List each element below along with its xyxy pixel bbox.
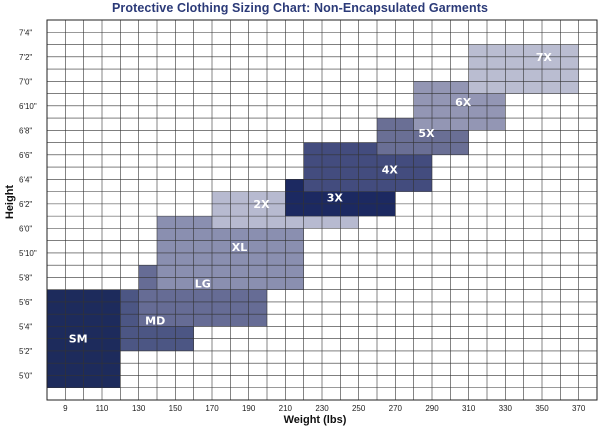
x-tick-label: 190: [242, 404, 256, 413]
y-tick-label: 5'10": [19, 249, 37, 258]
y-tick-label: 7'2": [19, 53, 32, 62]
y-tick-label: 6'8": [19, 126, 32, 135]
x-tick-label: 290: [425, 404, 439, 413]
y-tick-label: 5'6": [19, 298, 32, 307]
x-tick-label: 370: [572, 404, 586, 413]
size-label-4x: 4X: [382, 164, 399, 177]
size-label-7x: 7X: [536, 51, 553, 64]
y-tick-label: 6'0": [19, 224, 32, 233]
x-tick-label: 9: [63, 404, 68, 413]
size-label-md: MD: [145, 314, 165, 327]
x-tick-label: 230: [315, 404, 329, 413]
y-tick-label: 5'8": [19, 273, 32, 282]
y-tick-label: 6'4": [19, 175, 32, 184]
x-tick-label: 110: [96, 404, 109, 413]
size-label-sm: SM: [69, 333, 88, 346]
x-tick-label: 130: [132, 404, 146, 413]
y-tick-label: 5'4": [19, 322, 32, 331]
x-axis-label: Weight (lbs): [283, 414, 347, 426]
x-tick-label: 170: [205, 404, 219, 413]
size-label-xl: XL: [232, 241, 248, 254]
x-tick-label: 350: [535, 404, 549, 413]
y-tick-label: 7'0": [19, 77, 32, 86]
x-tick-label: 270: [389, 404, 403, 413]
size-label-lg: LG: [195, 278, 211, 291]
size-label-5x: 5X: [418, 127, 435, 140]
size-label-2x: 2X: [253, 198, 270, 211]
y-tick-label: 7'4": [19, 28, 32, 37]
y-tick-label: 5'0": [19, 371, 32, 380]
x-tick-label: 150: [169, 404, 183, 413]
x-tick-label: 330: [499, 404, 513, 413]
size-label-6x: 6X: [455, 96, 472, 109]
x-tick-label: 250: [352, 404, 366, 413]
y-tick-label: 6'6": [19, 151, 32, 160]
chart-title: Protective Clothing Sizing Chart: Non-En…: [111, 1, 489, 15]
y-tick-label: 6'2": [19, 200, 32, 209]
y-tick-label: 5'2": [19, 347, 32, 356]
x-tick-label: 210: [279, 404, 293, 413]
plot-border: [46, 19, 598, 401]
y-tick-label: 6'10": [19, 102, 37, 111]
x-tick-label: 310: [462, 404, 476, 413]
size-label-3x: 3X: [327, 192, 344, 205]
